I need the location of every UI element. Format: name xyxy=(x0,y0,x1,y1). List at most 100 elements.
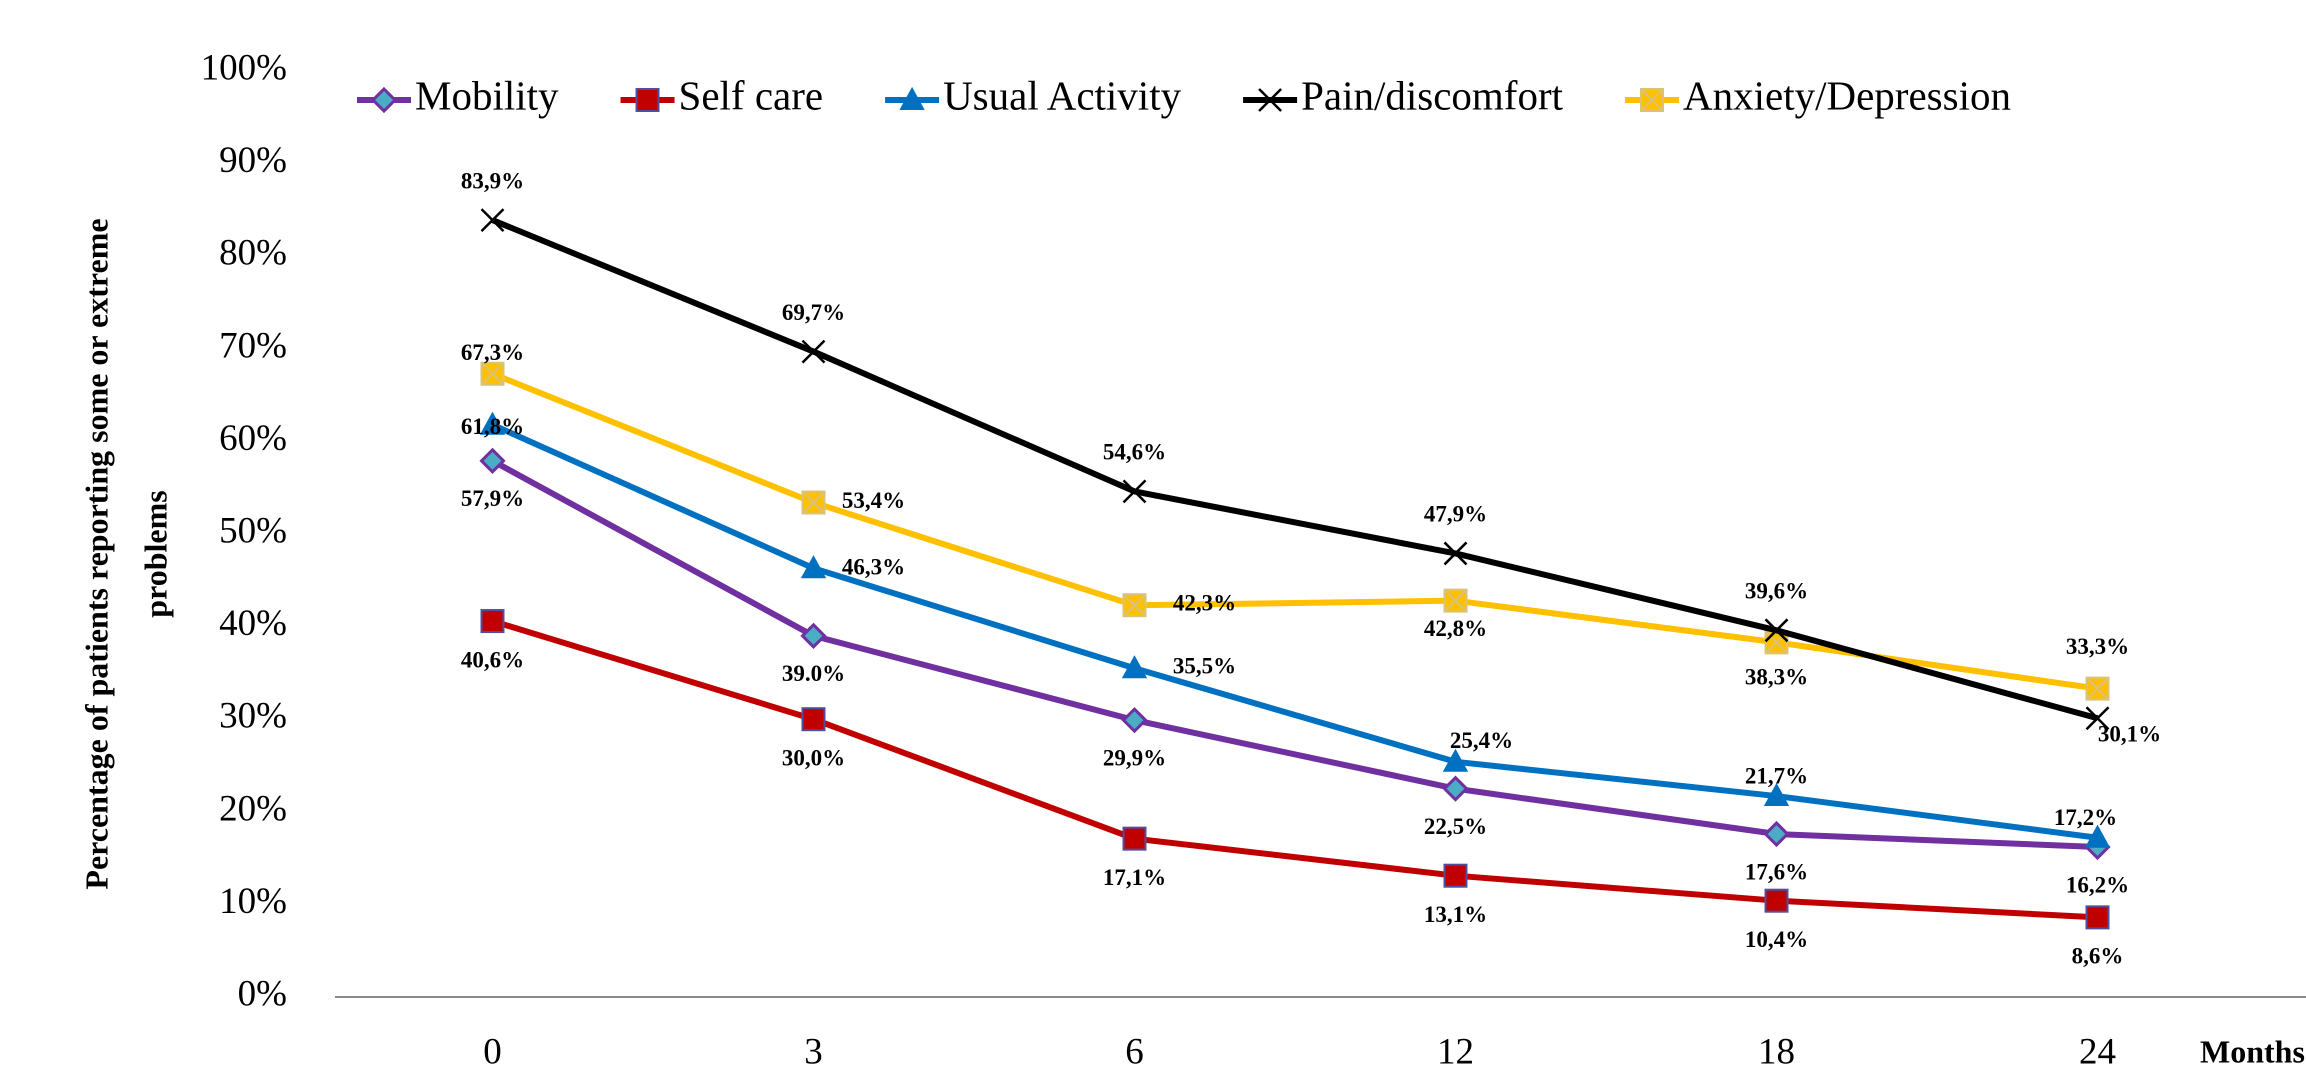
point xyxy=(479,447,506,474)
data-label: 42,3% xyxy=(1173,591,1236,616)
line xyxy=(491,217,2099,722)
point xyxy=(2084,824,2111,848)
point xyxy=(1121,655,1148,679)
point xyxy=(1443,863,1468,888)
legend-item: Usual Activity xyxy=(885,72,1182,118)
legend-label: Mobility xyxy=(415,72,559,118)
legend-item: Anxiety/Depression xyxy=(1625,72,2011,118)
data-label: 17,1% xyxy=(1103,865,1166,890)
data-label: 8,6% xyxy=(2072,944,2124,969)
line xyxy=(491,458,2098,850)
data-label: 53,4% xyxy=(842,488,905,513)
line xyxy=(491,618,2098,921)
y-tick-label: 30% xyxy=(219,696,287,737)
legend-marker xyxy=(1258,88,1282,112)
point xyxy=(800,555,827,579)
data-label: 83,9% xyxy=(461,168,524,193)
y-axis-title: problems xyxy=(137,490,173,617)
x-tick-label: 0 xyxy=(483,1031,502,1072)
point xyxy=(1443,588,1468,613)
point xyxy=(800,622,827,649)
data-label: 35,5% xyxy=(1173,654,1236,679)
legend-item: Pain/discomfort xyxy=(1243,72,1564,118)
point xyxy=(2085,706,2110,731)
x-tick-label: 24 xyxy=(2079,1031,2116,1072)
y-tick-label: 100% xyxy=(201,47,287,88)
data-label: 39,6% xyxy=(1745,579,1808,604)
x-tick-label: 6 xyxy=(1125,1031,1144,1072)
series xyxy=(480,361,2110,701)
data-label: 69,7% xyxy=(782,300,845,325)
point xyxy=(1764,618,1789,643)
data-label: 42,8% xyxy=(1424,616,1487,641)
data-label: 29,9% xyxy=(1103,745,1166,770)
legend-item: Mobility xyxy=(357,72,559,118)
point xyxy=(2085,676,2110,701)
data-label: 61,8% xyxy=(461,414,524,439)
y-tick-label: 40% xyxy=(219,603,287,644)
data-label: 17,2% xyxy=(2054,805,2117,830)
series xyxy=(480,208,2110,731)
x-tick-label: 18 xyxy=(1758,1031,1795,1072)
data-label: 17,6% xyxy=(1745,859,1808,884)
legend-label: Pain/discomfort xyxy=(1301,72,1564,118)
point xyxy=(1121,707,1148,734)
legend-label: Usual Activity xyxy=(943,72,1182,118)
line xyxy=(491,421,2098,841)
data-label: 33,3% xyxy=(2066,634,2129,659)
x-tick-label: 12 xyxy=(1437,1031,1474,1072)
point xyxy=(1122,479,1147,504)
point xyxy=(801,490,826,515)
y-axis-title: Percentage of patients reporting some or… xyxy=(78,218,114,889)
y-tick-label: 50% xyxy=(219,510,287,551)
point xyxy=(1763,782,1790,807)
data-label: 57,9% xyxy=(461,486,524,511)
point xyxy=(1442,775,1469,802)
line xyxy=(491,371,2098,692)
point xyxy=(480,208,505,232)
x-tick-label: 3 xyxy=(804,1031,823,1072)
y-tick-label: 10% xyxy=(219,881,287,922)
point xyxy=(1122,593,1147,618)
point xyxy=(1443,541,1468,566)
point xyxy=(1122,826,1147,851)
series xyxy=(479,447,2111,861)
data-label: 13,1% xyxy=(1424,902,1487,927)
point xyxy=(2085,905,2110,930)
point xyxy=(1764,888,1789,913)
data-label: 10,4% xyxy=(1745,927,1808,952)
data-label: 39.0% xyxy=(782,661,845,686)
legend-label: Self care xyxy=(679,72,824,118)
legend-marker xyxy=(1640,88,1665,112)
point xyxy=(801,339,826,364)
legend-marker xyxy=(370,86,398,114)
y-tick-label: 20% xyxy=(219,788,287,829)
series xyxy=(480,609,2110,930)
point xyxy=(480,361,505,386)
data-label: 47,9% xyxy=(1424,502,1487,527)
series xyxy=(479,411,2111,848)
y-tick-label: 0% xyxy=(238,973,287,1014)
y-tick-label: 70% xyxy=(219,325,287,366)
data-label: 22,5% xyxy=(1424,814,1487,839)
x-axis-title: Months xyxy=(2200,1033,2305,1069)
data-label: 25,4% xyxy=(1450,728,1513,753)
data-label: 30,1% xyxy=(2098,722,2161,747)
y-tick-label: 80% xyxy=(219,233,287,274)
data-label: 16,2% xyxy=(2066,872,2129,897)
legend-marker xyxy=(899,86,925,110)
data-label: 30,0% xyxy=(782,745,845,770)
legend-marker xyxy=(635,88,660,112)
data-label: 38,3% xyxy=(1745,665,1808,690)
point xyxy=(1763,820,1790,848)
data-label: 54,6% xyxy=(1103,440,1166,465)
point xyxy=(1442,748,1469,772)
legend-item: Self care xyxy=(620,72,824,118)
data-label: 67,3% xyxy=(461,340,524,365)
data-label: 46,3% xyxy=(842,555,905,580)
point xyxy=(480,609,505,634)
y-tick-label: 60% xyxy=(219,418,287,459)
data-label: 40,6% xyxy=(461,647,524,672)
